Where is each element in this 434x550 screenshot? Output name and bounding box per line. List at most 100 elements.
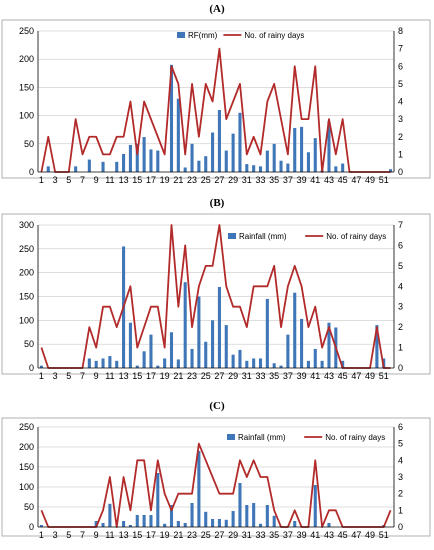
bar	[128, 525, 132, 527]
x-tick-label: 5	[66, 175, 71, 185]
x-tick-label: 27	[214, 371, 224, 381]
bar	[245, 505, 249, 527]
bar	[320, 360, 324, 368]
y-tick-label-right: 5	[398, 439, 403, 449]
x-tick-label: 25	[201, 371, 211, 381]
bar	[204, 511, 208, 527]
bar	[293, 292, 297, 368]
bar	[142, 515, 146, 527]
y-tick-label-right: 0	[398, 167, 403, 177]
y-tick-label-right: 5	[398, 261, 403, 271]
y-tick-label-left: 0	[29, 363, 34, 373]
x-tick-label: 25	[201, 175, 211, 185]
x-tick-label: 35	[269, 175, 279, 185]
bar	[231, 511, 235, 527]
bar	[122, 521, 126, 527]
bar	[272, 143, 276, 172]
bar	[101, 358, 105, 368]
bar	[211, 519, 215, 527]
x-tick-label: 3	[53, 371, 58, 381]
x-tick-label: 17	[146, 530, 156, 540]
bar	[46, 166, 50, 172]
x-tick-label: 13	[119, 371, 129, 381]
bar	[224, 150, 228, 172]
legend: Rainfall (mm) No. of rainy days	[228, 232, 386, 241]
bar	[286, 163, 290, 172]
x-tick-label: 9	[94, 175, 99, 185]
x-tick-label: 33	[255, 175, 265, 185]
x-tick-label: 43	[324, 175, 334, 185]
x-tick-label: 17	[146, 371, 156, 381]
panel-label: (C)	[209, 400, 225, 412]
bar	[211, 320, 215, 368]
bar	[176, 359, 180, 368]
bar	[300, 126, 304, 172]
bar	[135, 143, 139, 172]
y-tick-label-left: 0	[29, 167, 34, 177]
bar	[94, 360, 98, 368]
x-tick-label: 3	[53, 175, 58, 185]
bar	[197, 160, 201, 172]
y-tick-label-left: 250	[19, 422, 34, 432]
bar	[39, 365, 43, 368]
x-tick-label: 23	[187, 175, 197, 185]
legend: RF(mm) No. of rainy days	[177, 31, 304, 40]
legend-label-line: No. of rainy days	[244, 31, 304, 40]
x-tick-label: 29	[228, 371, 238, 381]
bar	[238, 349, 242, 368]
bar	[183, 282, 187, 368]
x-tick-label: 39	[297, 371, 307, 381]
x-tick-label: 39	[297, 530, 307, 540]
x-tick-label: 1	[39, 371, 44, 381]
y-tick-label-right: 4	[398, 97, 403, 107]
bar	[245, 164, 249, 172]
bar	[217, 286, 221, 368]
bar	[389, 169, 393, 172]
bar	[87, 159, 91, 172]
x-tick-label: 41	[310, 371, 320, 381]
bar	[211, 132, 215, 172]
x-tick-label: 47	[351, 530, 361, 540]
x-tick-label: 37	[283, 371, 293, 381]
bar	[176, 98, 180, 172]
y-tick-label-left: 0	[29, 522, 34, 532]
y-tick-label-right: 2	[398, 132, 403, 142]
bar	[279, 160, 283, 172]
bar	[190, 143, 194, 172]
y-tick-label-right: 1	[398, 505, 403, 515]
y-tick-label-right: 0	[398, 522, 403, 532]
bar	[135, 365, 139, 368]
bar	[115, 161, 119, 172]
y-tick-label-right: 6	[398, 422, 403, 432]
x-tick-label: 51	[379, 371, 389, 381]
y-tick-label-right: 6	[398, 61, 403, 71]
bar	[135, 515, 139, 527]
bar	[149, 515, 153, 527]
x-tick-label: 3	[53, 530, 58, 540]
bar	[224, 325, 228, 368]
bar	[265, 298, 269, 368]
bar	[169, 505, 174, 527]
x-tick-label: 27	[214, 175, 224, 185]
bar	[293, 521, 297, 527]
x-tick-label: 33	[255, 530, 265, 540]
y-tick-label-right: 3	[398, 114, 403, 124]
bar	[265, 150, 269, 172]
bar	[156, 365, 160, 368]
bar	[313, 485, 317, 527]
bar	[197, 296, 201, 368]
bar	[327, 523, 331, 527]
x-tick-label: 21	[173, 371, 183, 381]
bar	[286, 334, 290, 368]
x-tick-label: 17	[146, 175, 156, 185]
legend-label-line: No. of rainy days	[326, 232, 386, 241]
x-tick-label: 31	[242, 175, 252, 185]
bar	[217, 109, 221, 172]
x-tick-label: 47	[351, 175, 361, 185]
x-tick-label: 13	[119, 175, 129, 185]
x-tick-label: 11	[105, 371, 114, 381]
y-tick-label-right: 2	[398, 489, 403, 499]
